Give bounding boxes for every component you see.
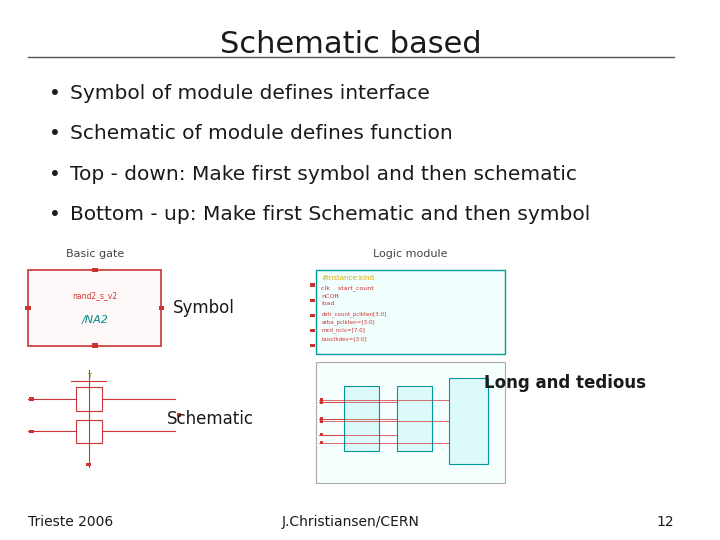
- Bar: [176, 414, 181, 417]
- Text: •: •: [49, 124, 61, 143]
- Text: nCOft: nCOft: [322, 294, 339, 299]
- Text: Bottom - up: Make first Schematic and then symbol: Bottom - up: Make first Schematic and th…: [70, 205, 590, 224]
- Bar: [158, 306, 164, 310]
- Bar: [316, 270, 505, 354]
- Text: Trieste 2006: Trieste 2006: [28, 515, 113, 529]
- Text: Top - down: Make first symbol and then schematic: Top - down: Make first symbol and then s…: [70, 165, 577, 184]
- Text: Schematic based: Schematic based: [220, 30, 482, 59]
- Bar: [76, 420, 102, 443]
- Text: /NA2: /NA2: [81, 315, 108, 325]
- Bar: [310, 344, 315, 348]
- Text: Schematic of module defines function: Schematic of module defines function: [70, 124, 453, 143]
- Bar: [320, 401, 323, 404]
- Text: •: •: [49, 84, 61, 103]
- Text: J.Christiansen/CERN: J.Christiansen/CERN: [282, 515, 420, 529]
- Bar: [320, 442, 323, 444]
- Bar: [86, 462, 91, 466]
- Bar: [76, 387, 102, 411]
- Text: dstr_count_pclkten[3:0]: dstr_count_pclkten[3:0]: [322, 312, 387, 318]
- Bar: [449, 378, 488, 464]
- Bar: [320, 417, 323, 420]
- Text: arba_pclkten=[3:0]: arba_pclkten=[3:0]: [322, 320, 375, 326]
- Bar: [310, 314, 315, 318]
- Bar: [320, 420, 323, 422]
- Bar: [320, 433, 323, 436]
- Bar: [316, 362, 505, 483]
- Text: Symbol: Symbol: [173, 299, 235, 317]
- Bar: [92, 268, 98, 272]
- Text: mcd_nclv=[7:0]: mcd_nclv=[7:0]: [322, 328, 365, 334]
- Text: 12: 12: [656, 515, 674, 529]
- Bar: [28, 270, 161, 346]
- Text: clk    start_count: clk start_count: [322, 285, 374, 291]
- Bar: [29, 430, 34, 433]
- Bar: [320, 401, 323, 404]
- Text: Schematic: Schematic: [167, 409, 254, 428]
- Text: load: load: [322, 301, 335, 306]
- Text: Logic module: Logic module: [374, 249, 448, 259]
- Text: busclkdev=[3:0]: busclkdev=[3:0]: [322, 336, 367, 341]
- Bar: [25, 306, 31, 310]
- Bar: [310, 284, 315, 287]
- Bar: [320, 399, 323, 401]
- Text: Symbol of module defines interface: Symbol of module defines interface: [70, 84, 430, 103]
- Text: T: T: [86, 373, 91, 379]
- Bar: [310, 329, 315, 333]
- Text: •: •: [49, 205, 61, 224]
- Text: Long and tedious: Long and tedious: [484, 374, 646, 393]
- Text: nand2_s_v2: nand2_s_v2: [72, 292, 117, 300]
- Bar: [320, 433, 323, 436]
- Bar: [310, 299, 315, 302]
- Text: #instance:kind: #instance:kind: [322, 275, 374, 281]
- Bar: [29, 397, 34, 401]
- Bar: [397, 386, 432, 451]
- Text: •: •: [49, 165, 61, 184]
- Text: Basic gate: Basic gate: [66, 249, 124, 259]
- Bar: [320, 417, 323, 420]
- Bar: [344, 386, 379, 451]
- Bar: [92, 343, 98, 348]
